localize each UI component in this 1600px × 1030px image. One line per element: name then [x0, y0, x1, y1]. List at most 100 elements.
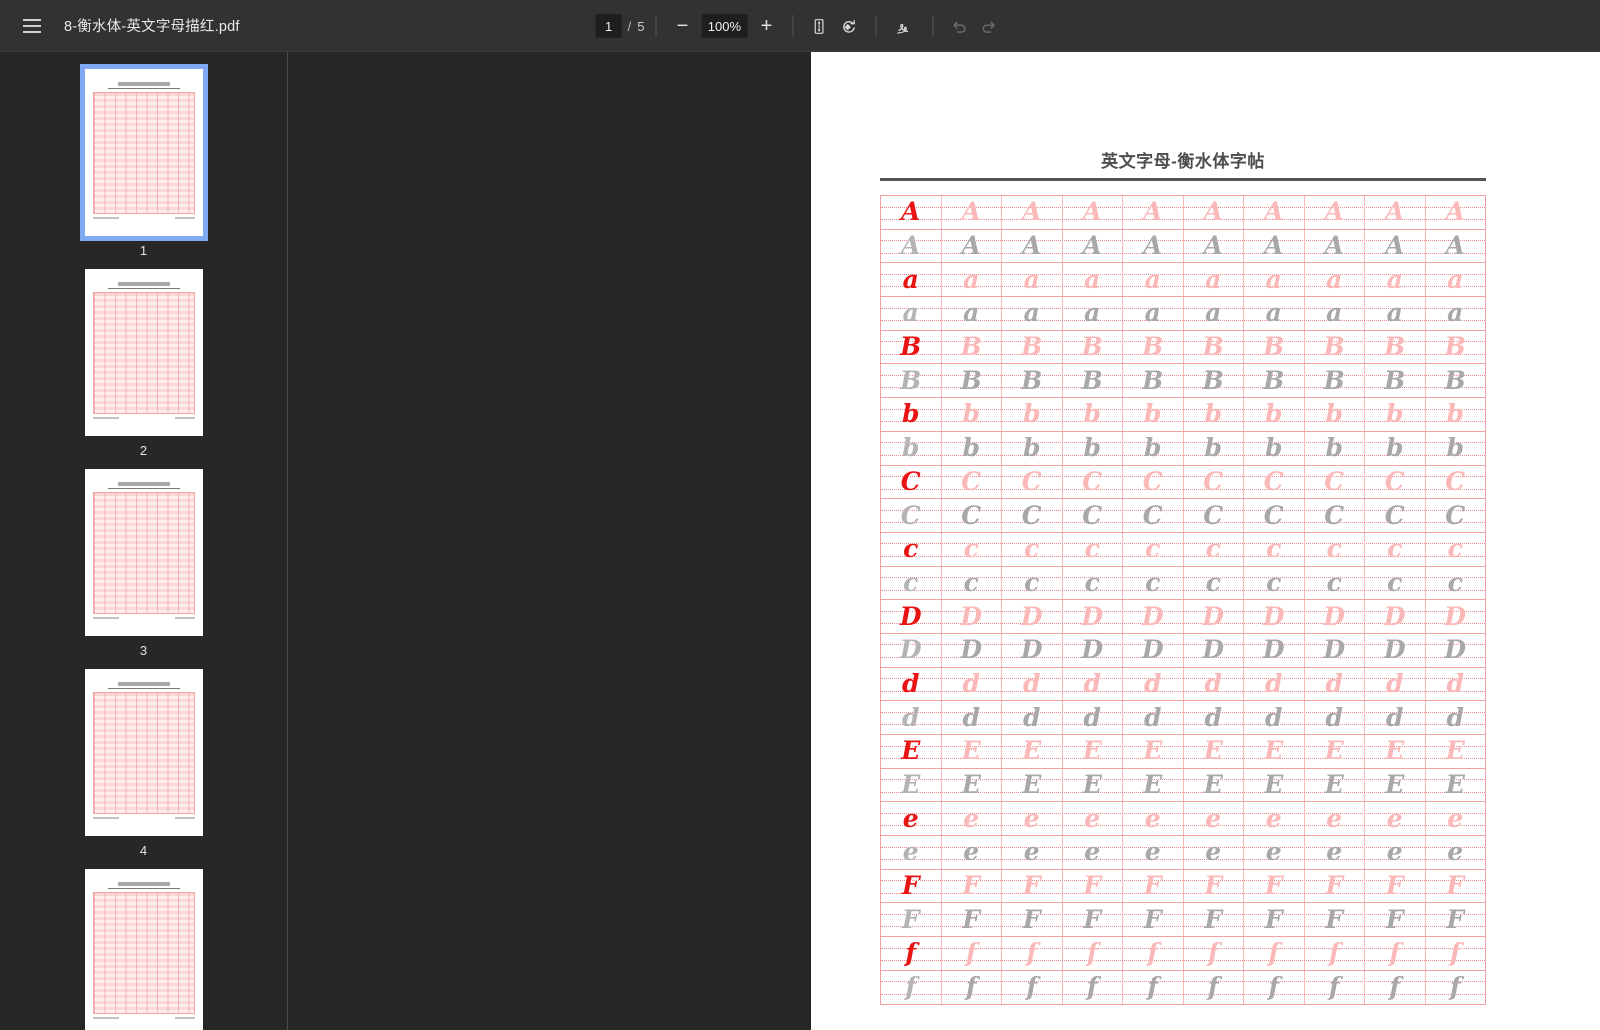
practice-cell: E	[1426, 769, 1486, 802]
thumb-footer	[92, 817, 195, 819]
rotate-clockwise-icon	[843, 19, 856, 33]
practice-cell: A	[1305, 229, 1365, 263]
practice-cell: f	[881, 937, 942, 970]
practice-cell: A	[1244, 229, 1305, 263]
thumbnail-item-4[interactable]: 4	[84, 669, 203, 858]
ink-annotate-button[interactable]	[887, 11, 921, 41]
fit-page-icon	[815, 18, 824, 34]
letter-glyph: d	[1204, 702, 1222, 732]
letter-glyph: c	[1266, 567, 1282, 597]
letter-glyph: b	[1083, 399, 1101, 429]
thumbnail-page-5[interactable]	[84, 869, 203, 1030]
zoom-out-button[interactable]: −	[667, 11, 697, 41]
history-group	[944, 11, 1004, 41]
letter-glyph: b	[1204, 399, 1222, 429]
practice-cell: C	[1184, 499, 1244, 532]
letter-glyph: F	[1022, 871, 1041, 901]
undo-button[interactable]	[944, 11, 974, 41]
thumbnail-sidebar[interactable]: 1 2 3 4 5	[0, 52, 288, 1030]
letter-glyph: C	[1021, 500, 1042, 530]
letter-glyph: c	[963, 534, 979, 564]
letter-glyph: A	[1143, 197, 1163, 227]
practice-cell: a	[881, 297, 942, 330]
practice-cell: D	[1365, 633, 1426, 667]
letter-glyph: F	[1083, 871, 1102, 901]
thumbnail-page-2[interactable]	[84, 269, 203, 436]
letter-glyph: a	[1265, 264, 1282, 294]
practice-cell: f	[1365, 937, 1426, 970]
practice-cell: A	[1063, 196, 1123, 229]
practice-cell: C	[1002, 465, 1063, 499]
practice-cell: f	[881, 970, 942, 1004]
rotate-button[interactable]	[834, 11, 864, 41]
practice-cell: A	[1063, 229, 1123, 263]
toolbar-divider	[875, 15, 877, 37]
hamburger-menu-icon[interactable]	[10, 4, 54, 48]
zoom-in-button[interactable]: +	[751, 11, 781, 41]
letter-glyph: B	[960, 365, 982, 395]
thumb-title-bar	[117, 282, 170, 286]
document-title: 8-衡水体-英文字母描红.pdf	[64, 19, 240, 35]
practice-cell: a	[1305, 263, 1365, 297]
letter-glyph: F	[1446, 904, 1465, 934]
practice-cell: c	[942, 532, 1002, 566]
thumb-footer-right	[174, 817, 195, 819]
letter-glyph: E	[1203, 770, 1223, 800]
practice-cell: f	[1184, 937, 1244, 970]
practice-cell: d	[1365, 667, 1426, 701]
practice-cell: A	[1426, 196, 1486, 229]
practice-cell: C	[881, 465, 942, 499]
letter-glyph: a	[1447, 298, 1464, 328]
practice-cell: D	[1426, 600, 1486, 633]
practice-cell: C	[1002, 499, 1063, 532]
thumb-footer-right	[174, 417, 195, 419]
practice-cell: F	[1002, 869, 1063, 903]
practice-cell: F	[1305, 869, 1365, 903]
letter-glyph: D	[1444, 601, 1467, 631]
letter-glyph: b	[1265, 399, 1283, 429]
letter-glyph: F	[1264, 871, 1283, 901]
zoom-level-value[interactable]: 100%	[701, 14, 748, 38]
thumbnail-page-3[interactable]	[84, 469, 203, 636]
letter-glyph: A	[961, 197, 981, 227]
thumb-footer	[92, 1017, 195, 1019]
thumbnail-item-5[interactable]: 5	[84, 869, 203, 1030]
thumbnail-label: 2	[139, 443, 148, 458]
letter-glyph: f	[1449, 938, 1461, 968]
thumbnail-page-4[interactable]	[84, 669, 203, 836]
letter-glyph: d	[1446, 668, 1464, 698]
thumbnail-item-3[interactable]: 3	[84, 469, 203, 658]
thumb-footer-left	[92, 617, 119, 619]
ink-annotate-icon	[897, 23, 909, 34]
letter-glyph: F	[1446, 871, 1465, 901]
practice-cell: c	[1244, 566, 1305, 600]
thumbnail-item-2[interactable]: 2	[84, 269, 203, 458]
letter-glyph: A	[1143, 231, 1163, 261]
practice-cell: f	[1305, 970, 1365, 1004]
practice-cell: A	[1426, 230, 1486, 263]
practice-cell: f	[1365, 970, 1426, 1004]
practice-cell: A	[1244, 196, 1305, 229]
practice-cell: D	[1305, 633, 1365, 667]
letter-glyph: a	[1205, 298, 1222, 328]
letter-glyph: B	[900, 365, 922, 395]
letter-glyph: D	[1262, 635, 1285, 665]
fit-page-button[interactable]	[804, 11, 834, 41]
letter-glyph: E	[1264, 770, 1284, 800]
thumb-title-rule	[107, 888, 180, 889]
thumbnail-page-1[interactable]	[79, 64, 208, 241]
letter-glyph: f	[1449, 972, 1461, 1002]
practice-cell: c	[881, 566, 942, 600]
redo-button[interactable]	[974, 11, 1004, 41]
practice-cell: a	[1063, 263, 1123, 297]
page-number-input[interactable]	[595, 14, 622, 38]
toolbar-divider	[655, 15, 657, 37]
thumbnail-item-1[interactable]: 1	[79, 64, 208, 258]
